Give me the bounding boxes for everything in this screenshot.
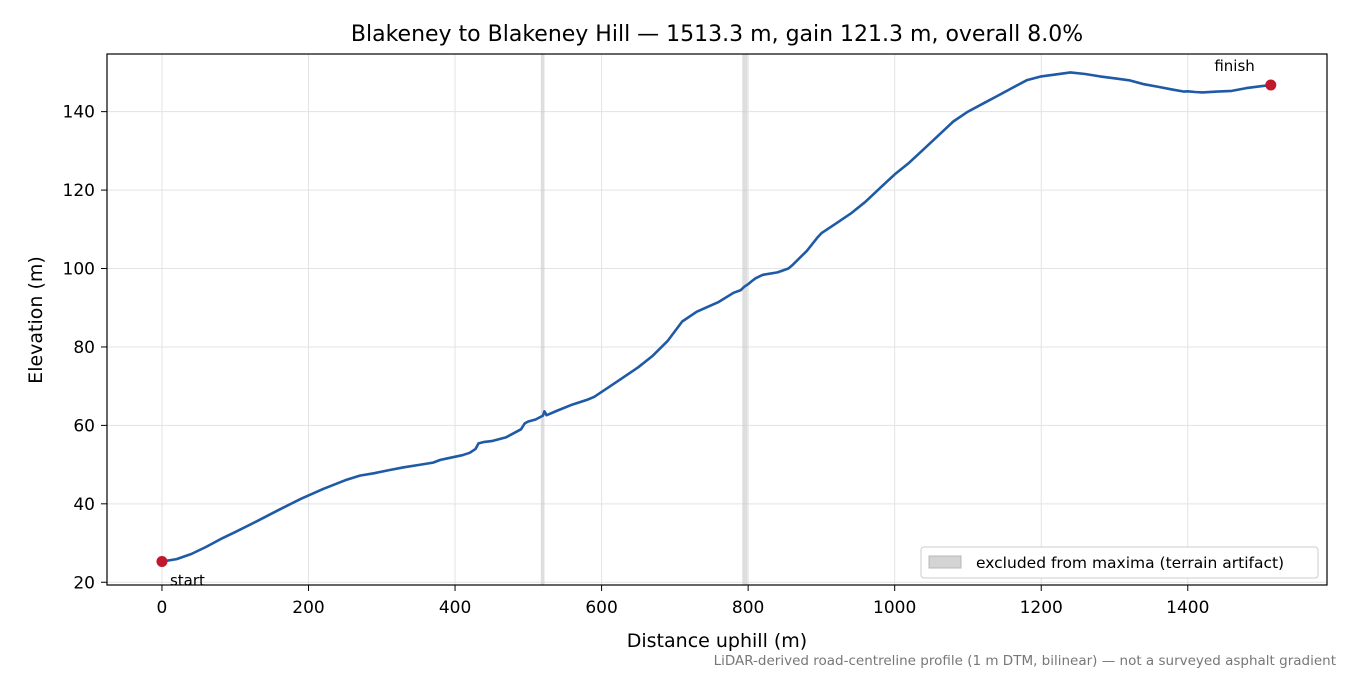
start-label: start	[170, 571, 205, 589]
y-axis-ticks: 20 40 60 80 100 120 140	[63, 103, 107, 593]
excluded-band	[540, 54, 545, 585]
profile-line-layer	[161, 71, 1271, 563]
x-tick-label: 400	[439, 598, 471, 618]
elevation-profile-line	[161, 71, 1271, 563]
grid-lines	[107, 54, 1327, 585]
legend-box	[920, 546, 1319, 579]
x-axis-label: Distance uphill (m)	[627, 630, 807, 652]
legend: excluded from maxima (terrain artifact)	[920, 546, 1319, 579]
x-tick-label: 1000	[873, 598, 916, 618]
chart-title: Blakeney to Blakeney Hill — 1513.3 m, ga…	[351, 22, 1083, 47]
footnote: LiDAR-derived road-centreline profile (1…	[714, 653, 1336, 669]
y-tick-label: 100	[63, 260, 95, 280]
x-tick-label: 0	[157, 598, 168, 618]
x-tick-label: 600	[585, 598, 617, 618]
y-tick-label: 140	[63, 103, 95, 123]
x-tick-label: 200	[292, 598, 324, 618]
plot-frame	[106, 53, 1328, 586]
finish-label: finish	[1214, 57, 1254, 75]
legend-label: excluded from maxima (terrain artifact)	[976, 554, 1284, 572]
y-tick-label: 120	[63, 181, 95, 201]
x-tick-label: 800	[732, 598, 764, 618]
endpoint-markers: start finish	[156, 57, 1277, 589]
start-marker	[156, 555, 168, 567]
x-tick-label: 1200	[1020, 598, 1063, 618]
finish-marker	[1265, 79, 1277, 91]
excluded-band	[742, 54, 748, 585]
excluded-bands	[540, 54, 748, 585]
x-tick-label: 1400	[1166, 598, 1209, 618]
legend-swatch	[928, 555, 962, 569]
y-tick-label: 80	[73, 338, 95, 358]
x-axis-ticks: 0 200 400 600 800 1000 1200 1400	[157, 585, 1209, 618]
y-tick-label: 60	[73, 416, 95, 436]
y-axis-label: Elevation (m)	[25, 256, 47, 384]
y-tick-label: 40	[73, 495, 95, 515]
y-tick-label: 20	[73, 573, 95, 593]
